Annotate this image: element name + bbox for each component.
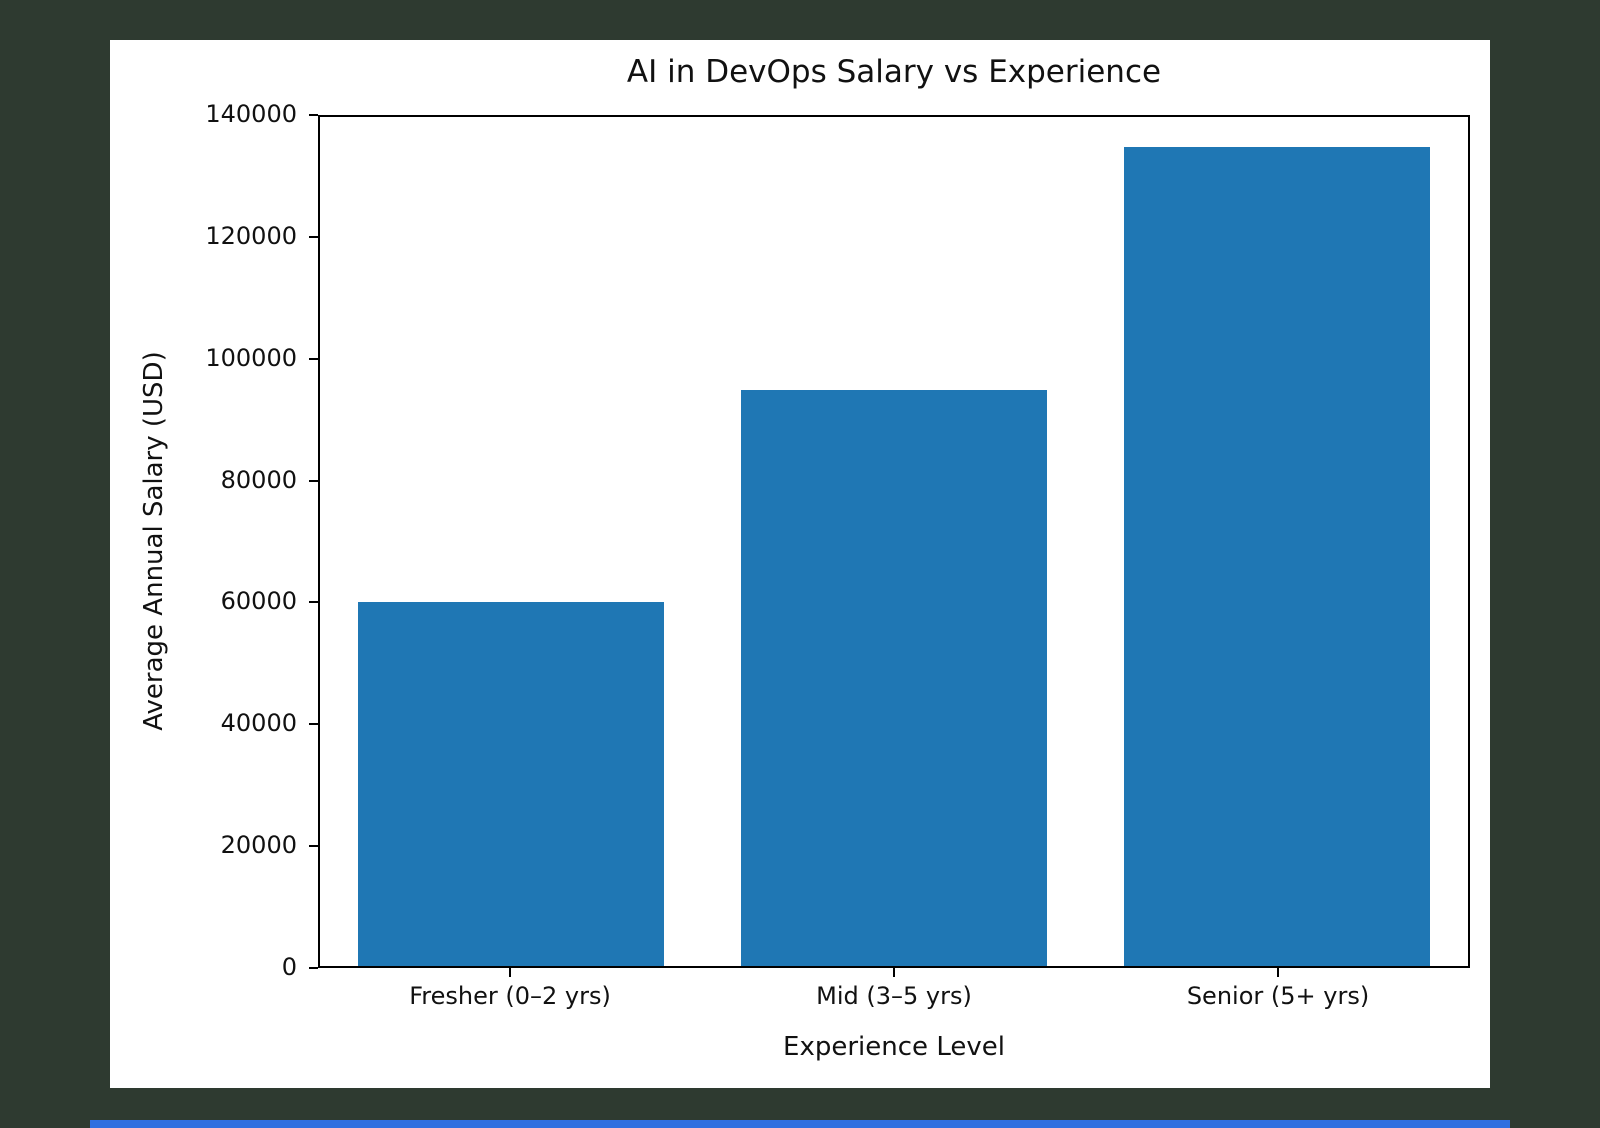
y-tick-mark (309, 967, 318, 969)
bar (740, 389, 1048, 966)
y-tick-mark (309, 479, 318, 482)
y-tick-mark (309, 845, 318, 848)
y-tick-label: 100000 (205, 343, 297, 372)
y-tick-label: 60000 (220, 587, 297, 616)
figure-card: AI in DevOps Salary vs Experience Averag… (110, 40, 1490, 1088)
y-tick-label: 0 (281, 953, 297, 981)
y-tick-mark (309, 235, 318, 238)
y-tick-mark (309, 723, 318, 726)
x-tick-mark (893, 968, 895, 977)
x-tick-mark (509, 968, 511, 977)
x-tick-label: Fresher (0–2 yrs) (409, 982, 611, 1010)
x-tick-label: Senior (5+ yrs) (1186, 982, 1370, 1010)
x-tick-label: Mid (3–5 yrs) (816, 982, 972, 1010)
y-tick-label: 120000 (205, 221, 297, 250)
chart-title: AI in DevOps Salary vs Experience (626, 54, 1162, 90)
y-tick-mark (309, 357, 318, 360)
plot-area (318, 115, 1470, 968)
y-tick-label: 140000 (205, 100, 297, 128)
x-axis-label: Experience Level (783, 1032, 1005, 1062)
bar (358, 602, 665, 966)
y-axis-label: Average Annual Salary (USD) (139, 351, 169, 731)
y-tick-label: 20000 (220, 831, 297, 860)
x-tick-mark (1277, 968, 1279, 977)
background-accent-strip (90, 1120, 1510, 1128)
bar (1123, 147, 1430, 966)
y-tick-label: 80000 (220, 465, 297, 494)
y-tick-mark (309, 114, 318, 116)
y-tick-mark (309, 601, 318, 604)
y-tick-label: 40000 (220, 709, 297, 738)
